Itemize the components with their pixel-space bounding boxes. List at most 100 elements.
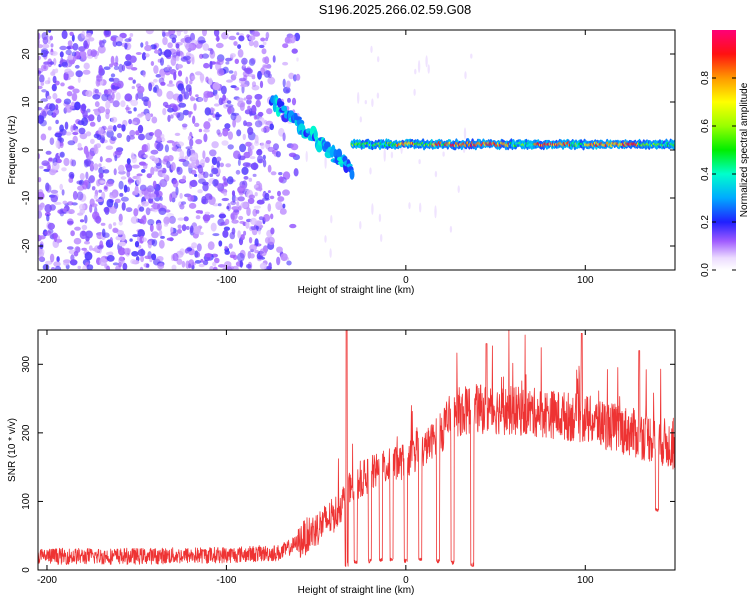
spectrogram-noise-blob (168, 80, 173, 85)
spectrogram-noise-blob (170, 232, 179, 237)
spectrogram-noise-blob (59, 51, 64, 58)
spectrogram-noise-blob (53, 108, 60, 116)
colorbar: 0.0 0.2 0.4 0.6 0.8 Normalized spectral ampl… (700, 30, 750, 277)
spectrogram-noise-blob (230, 112, 237, 121)
spectrogram-noise-blob (159, 196, 163, 201)
spectrogram-noise-blob (148, 193, 157, 200)
spectrogram-noise-blob (254, 249, 259, 254)
spectrogram-noise-blob (110, 73, 116, 78)
spectrogram-noise-blob (131, 251, 139, 257)
spectrogram-noise-blob (150, 61, 155, 66)
spectrogram-noise-blob (61, 61, 69, 68)
spectrogram-noise-blob (282, 61, 289, 66)
spectrogram-noise-blob (130, 216, 139, 224)
spectrogram-noise-blob (124, 93, 133, 102)
spectrogram-noise-blob (162, 172, 167, 178)
spectrogram-transition-mark (349, 169, 355, 180)
spectrogram-noise-blob (131, 121, 138, 125)
spectrogram-noise-blob (38, 204, 43, 212)
spectrogram-noise-blob (176, 64, 183, 69)
spectrogram-noise-blob (73, 123, 77, 130)
spectrogram-noise-blob (212, 113, 216, 118)
spectrogram-noise-blob (47, 222, 55, 230)
spectrogram-noise-blob (263, 214, 271, 222)
spectrogram-noise-blob (130, 152, 135, 159)
spectrogram-noise-blob (237, 44, 242, 49)
snr-series-group (38, 330, 675, 567)
spectrogram-noise-blob (160, 235, 165, 239)
spectrogram-noise-blob (272, 55, 276, 63)
spectrogram-noise-blob (50, 71, 56, 76)
spectrogram-noise-blob (278, 172, 283, 176)
spectrogram-noise-blob (99, 257, 107, 267)
spectrogram-noise-blob (202, 213, 211, 222)
spectrogram-noise-blob (156, 88, 163, 97)
spectrogram-noise-blob (202, 181, 209, 186)
spectrogram-noise-blob (200, 77, 204, 84)
spectrogram-noise-blob (247, 197, 255, 205)
spectrogram-noise-blob (277, 196, 285, 202)
spectrogram-noise-blob (104, 30, 110, 36)
spectrogram-noise-blob (153, 157, 160, 164)
spectrogram-noise-blob (72, 56, 77, 62)
spectrogram-noise-blob (237, 49, 244, 58)
spectrogram-noise-blob (38, 107, 43, 111)
spectrogram-noise-blob (188, 202, 197, 209)
spectrogram-noise-blob (53, 261, 61, 267)
spectrogram-noise-blob (195, 94, 199, 98)
spectrogram-noise-blob (75, 70, 83, 78)
spectrogram-noise-blob (49, 61, 54, 65)
spectrogram-noise-blob (150, 166, 155, 176)
spectrogram-noise-blob (133, 107, 137, 112)
spectrogram-noise-blob (74, 64, 80, 69)
spectrogram-noise-blob (276, 256, 281, 266)
spectrogram-noise-blob (77, 142, 82, 149)
spectrogram-noise-blob (59, 141, 64, 149)
snr-x-tick-label: 100 (577, 575, 594, 586)
spectrogram-noise-blob (79, 208, 85, 215)
spectrogram-noise-blob (150, 149, 159, 155)
spectrogram-noise-blob (67, 201, 74, 206)
spectrogram-noise-blob (264, 119, 268, 125)
spectrogram-noise-blob (230, 200, 237, 206)
spectrogram-noise-blob (66, 246, 74, 250)
spectrogram-noise-blob (89, 121, 96, 127)
spectrogram-noise-blob (114, 154, 118, 162)
spectrogram-noise-blob (55, 98, 62, 104)
spectrogram-noise-blob (204, 107, 211, 116)
spectrogram-noise-blob (198, 97, 203, 102)
spectrogram-noise-blob (155, 162, 163, 169)
spectrogram-noise-blob (211, 156, 218, 166)
spectrogram-noise-blob (163, 216, 170, 225)
spectrogram-noise-blob (55, 119, 59, 125)
colorbar-tick-label: 0.2 (700, 215, 711, 229)
spectrogram-noise-blob (98, 126, 104, 135)
spectrogram-noise-blob (45, 260, 53, 265)
spectrogram-streak (324, 156, 327, 169)
spectrogram-noise-blob (129, 129, 136, 137)
spectrogram-noise-blob (106, 129, 114, 138)
spectrogram-noise-blob (40, 133, 47, 141)
spectrogram-noise-blob (68, 209, 75, 215)
spectrogram-noise-blob (283, 86, 291, 94)
spectrogram-noise-blob (145, 263, 150, 268)
spectrogram-noise-blob (198, 40, 207, 44)
spectrogram-noise-blob (70, 125, 74, 133)
spectrogram-streak (470, 53, 473, 59)
spectrogram-noise-blob (242, 162, 251, 168)
spectrogram-noise-blob (189, 138, 194, 147)
spectrogram-noise-blob (50, 43, 54, 48)
spectrogram-noise-blob (228, 35, 237, 41)
spectrogram-noise-blob (221, 140, 229, 146)
spectrogram-noise-blob (191, 75, 196, 81)
spectrogram-noise-blob (84, 240, 90, 245)
spectrogram-noise-blob (105, 100, 111, 110)
spectrogram-noise-blob (69, 31, 74, 36)
spectrogram-noise-blob (179, 192, 183, 199)
spectrogram-noise-blob (160, 133, 165, 139)
spectrogram-noise-blob (38, 189, 44, 197)
spectrogram-noise-blob (131, 85, 135, 90)
spectrogram-noise-blob (259, 262, 267, 270)
spectrogram-noise-blob (83, 62, 90, 70)
spectrogram-noise-blob (212, 82, 221, 91)
